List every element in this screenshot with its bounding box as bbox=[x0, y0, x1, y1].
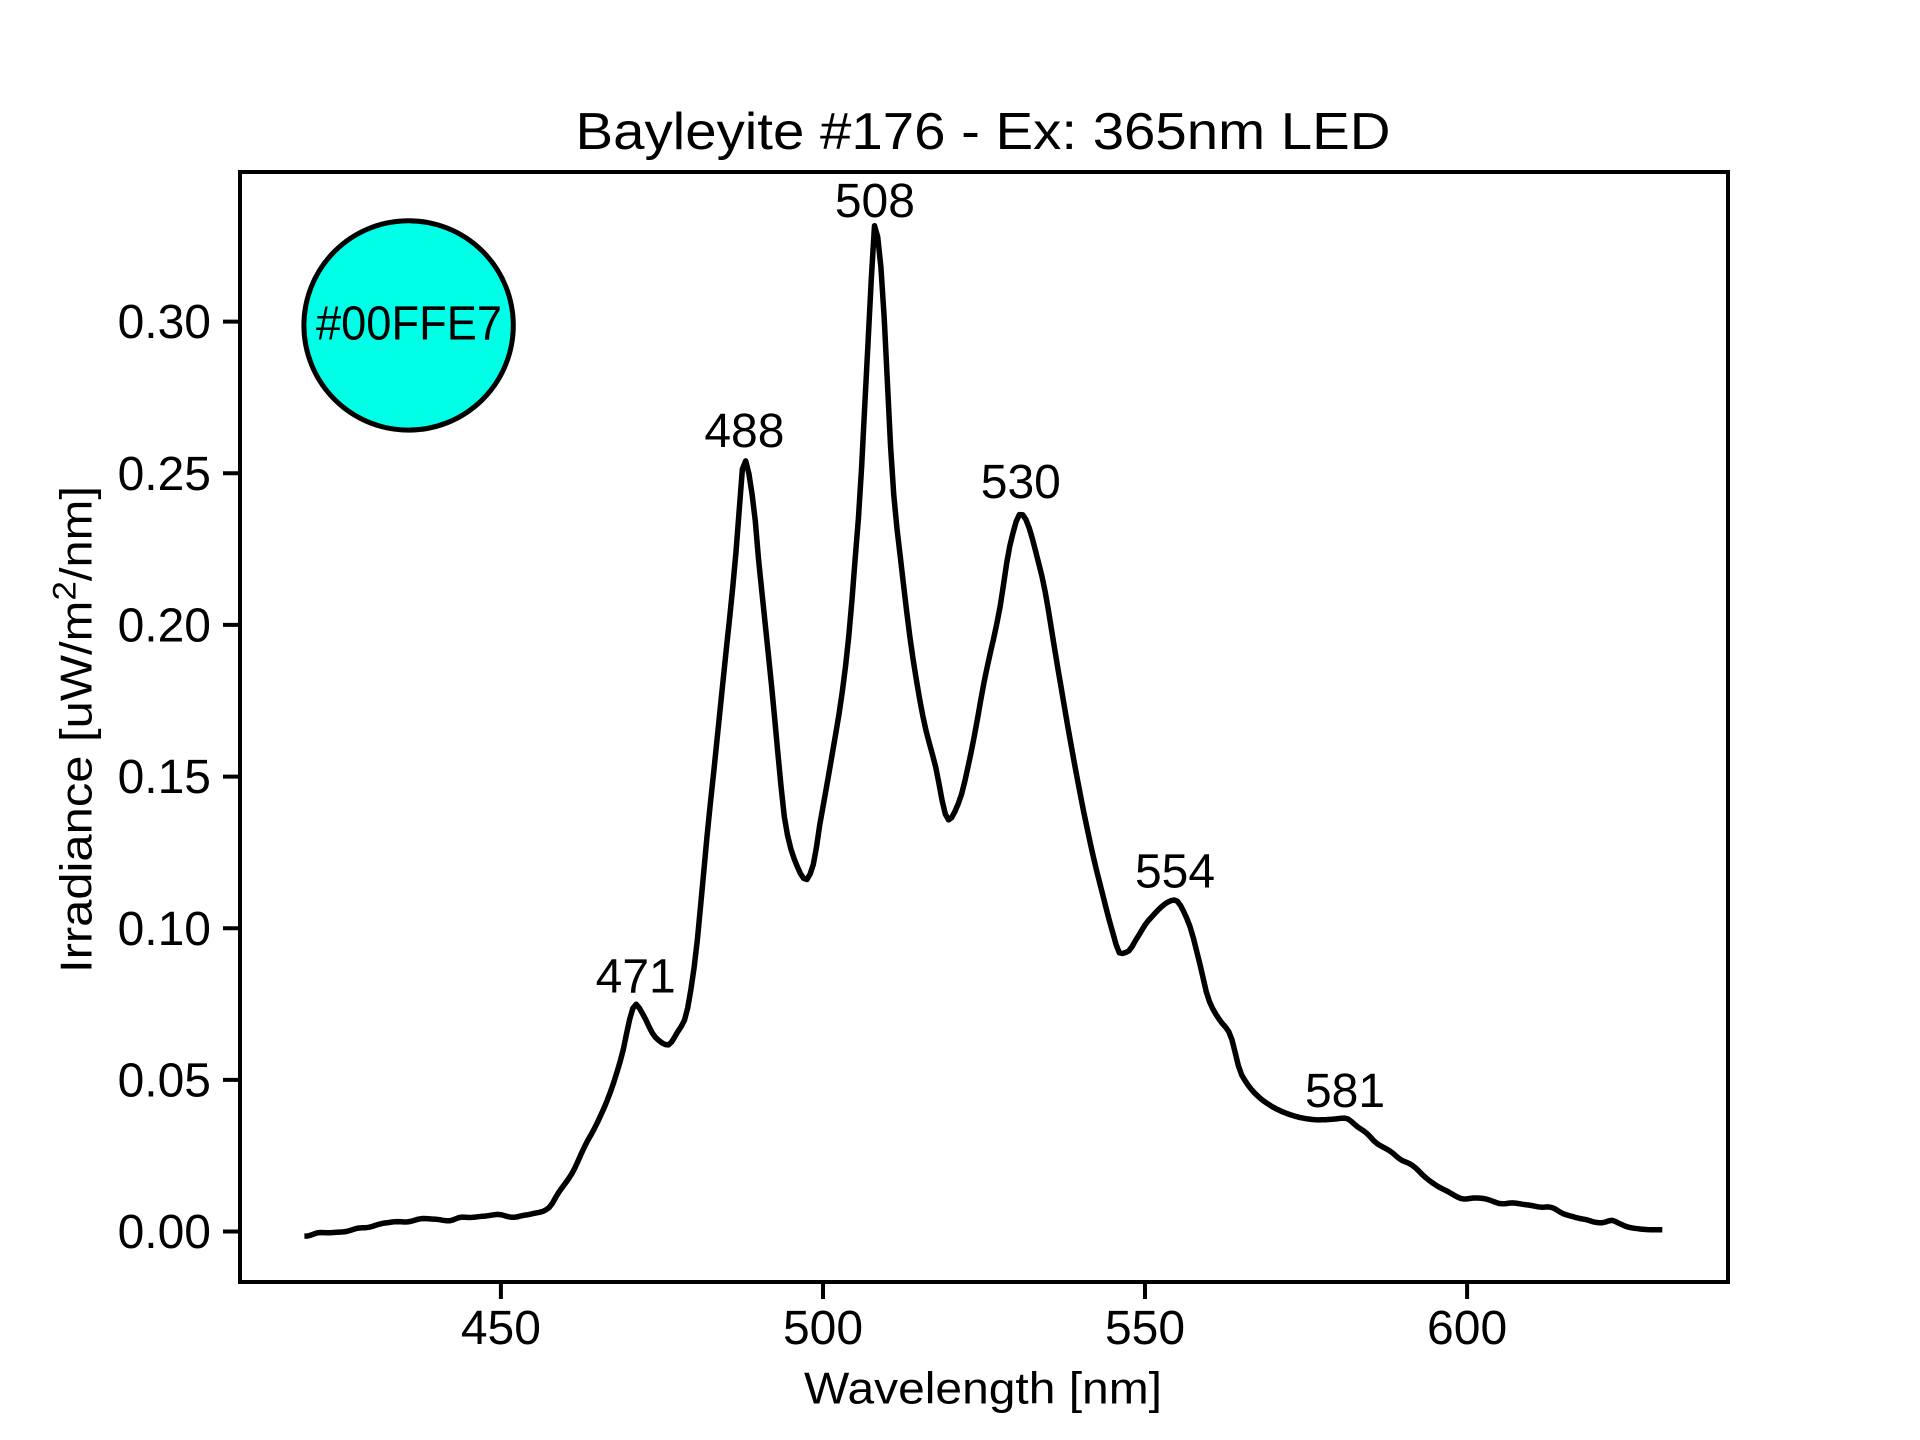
svg-text:0.00: 0.00 bbox=[118, 1206, 211, 1259]
svg-text:0.20: 0.20 bbox=[118, 600, 211, 653]
svg-text:508: 508 bbox=[835, 175, 915, 228]
svg-text:530: 530 bbox=[981, 456, 1061, 509]
svg-text:600: 600 bbox=[1427, 1302, 1507, 1355]
svg-text:500: 500 bbox=[783, 1302, 863, 1355]
svg-text:0.10: 0.10 bbox=[118, 903, 211, 956]
svg-text:488: 488 bbox=[704, 405, 784, 458]
svg-text:471: 471 bbox=[596, 950, 676, 1003]
svg-text:0.30: 0.30 bbox=[118, 296, 211, 349]
svg-text:0.05: 0.05 bbox=[118, 1055, 211, 1108]
svg-text:0.25: 0.25 bbox=[118, 448, 211, 501]
svg-text:Wavelength [nm]: Wavelength [nm] bbox=[804, 1364, 1162, 1413]
svg-text:0.15: 0.15 bbox=[118, 751, 211, 804]
svg-text:Bayleyite #176 - Ex: 365nm LED: Bayleyite #176 - Ex: 365nm LED bbox=[576, 103, 1391, 161]
svg-text:550: 550 bbox=[1105, 1302, 1185, 1355]
svg-text:450: 450 bbox=[461, 1302, 541, 1355]
svg-text:#00FFE7: #00FFE7 bbox=[316, 298, 502, 351]
svg-text:554: 554 bbox=[1135, 846, 1215, 899]
svg-text:581: 581 bbox=[1305, 1065, 1385, 1118]
svg-text:Irradiance [uW/m2/nm]: Irradiance [uW/m2/nm] bbox=[46, 486, 101, 973]
